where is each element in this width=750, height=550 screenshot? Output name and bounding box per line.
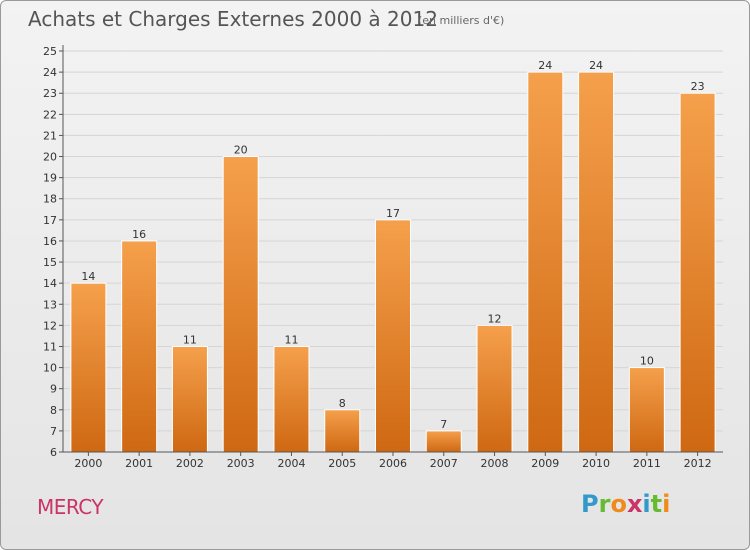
y-tick-label: 10 xyxy=(43,362,57,375)
y-tick-label: 23 xyxy=(43,87,57,100)
commune-name: MERCY xyxy=(37,495,104,519)
x-tick-label: 2000 xyxy=(74,457,102,470)
logo-letter: x xyxy=(626,490,643,518)
bar-value-label: 7 xyxy=(440,418,447,431)
y-tick-label: 13 xyxy=(43,298,57,311)
y-tick-label: 15 xyxy=(43,256,57,269)
logo-letter: o xyxy=(610,490,627,518)
proxiti-logo[interactable]: Proxiti xyxy=(581,490,670,518)
y-tick-label: 6 xyxy=(50,446,57,459)
bar-value-label: 23 xyxy=(691,80,705,93)
logo-letter: i xyxy=(662,490,671,518)
x-tick-label: 2009 xyxy=(531,457,559,470)
x-tick-label: 2001 xyxy=(125,457,153,470)
bar-2009 xyxy=(527,71,564,453)
y-tick-label: 17 xyxy=(43,214,57,227)
bar-2010 xyxy=(578,71,615,453)
x-tick-label: 2002 xyxy=(176,457,204,470)
y-tick-label: 11 xyxy=(43,340,57,353)
x-tick-label: 2004 xyxy=(277,457,305,470)
y-tick-label: 12 xyxy=(43,319,57,332)
y-tick-label: 7 xyxy=(50,425,57,438)
x-tick-label: 2006 xyxy=(379,457,407,470)
bar-2004 xyxy=(273,345,310,453)
bar-value-label: 11 xyxy=(183,333,197,346)
bars: 14 16 11 20 11 8 17 7 12 24 24 10 23 xyxy=(70,59,716,453)
bar-value-label: 17 xyxy=(386,207,400,220)
y-tick-label: 16 xyxy=(43,235,57,248)
y-tick-label: 20 xyxy=(43,151,57,164)
y-tick-label: 9 xyxy=(50,383,57,396)
bar-value-label: 20 xyxy=(234,144,248,157)
bar-2011 xyxy=(628,367,665,453)
y-tick-label: 18 xyxy=(43,193,57,206)
chart-title: Achats et Charges Externes 2000 à 2012 xyxy=(28,7,438,31)
bar-value-label: 12 xyxy=(488,312,502,325)
y-tick-label: 8 xyxy=(50,404,57,417)
bar-2002 xyxy=(171,345,208,453)
x-tick-label: 2008 xyxy=(481,457,509,470)
bar-value-label: 10 xyxy=(640,355,654,368)
bar-2012 xyxy=(679,92,716,453)
bar-2007 xyxy=(425,430,462,453)
x-tick-label: 2003 xyxy=(227,457,255,470)
y-tick-label: 21 xyxy=(43,129,57,142)
bar-2001 xyxy=(121,240,158,453)
bar-2008 xyxy=(476,324,513,453)
bar-value-label: 14 xyxy=(81,270,95,283)
y-tick-label: 22 xyxy=(43,108,57,121)
y-tick-label: 19 xyxy=(43,172,57,185)
x-tick-label: 2012 xyxy=(684,457,712,470)
bar-value-label: 8 xyxy=(339,397,346,410)
logo-letter: r xyxy=(598,490,611,518)
bar-2003 xyxy=(222,156,259,453)
bar-value-label: 24 xyxy=(589,59,603,72)
x-tick-label: 2010 xyxy=(582,457,610,470)
y-tick-label: 14 xyxy=(43,277,57,290)
axes: 6 7 8 9 10 11 12 13 14 15 16 17 18 19 20 21 22 23 24 25 2000… xyxy=(43,45,723,470)
bar-value-label: 24 xyxy=(538,59,552,72)
bar-value-label: 11 xyxy=(284,333,298,346)
x-tick-label: 2007 xyxy=(430,457,458,470)
chart-subtitle: (en milliers d'€) xyxy=(418,14,505,27)
x-tick-label: 2011 xyxy=(633,457,661,470)
logo-letter: P xyxy=(581,490,599,518)
y-tick-label: 25 xyxy=(43,45,57,58)
bar-value-label: 16 xyxy=(132,228,146,241)
logo-letter: i xyxy=(642,490,651,518)
bar-2006 xyxy=(375,219,411,453)
bar-2000 xyxy=(70,282,107,453)
bar-2005 xyxy=(324,409,361,453)
x-tick-label: 2005 xyxy=(328,457,356,470)
logo-letter: t xyxy=(650,490,663,518)
y-tick-label: 24 xyxy=(43,66,57,79)
